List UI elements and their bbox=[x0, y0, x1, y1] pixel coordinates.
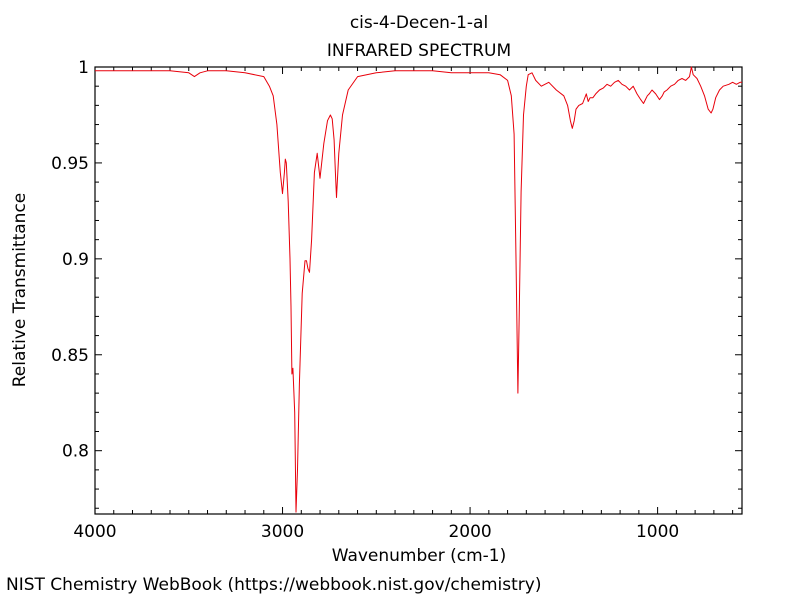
x-tick-label: 4000 bbox=[73, 522, 116, 542]
y-tick-labels: 1 0.95 0.9 0.85 0.8 bbox=[51, 58, 89, 462]
source-credit: NIST Chemistry WebBook (https://webbook.… bbox=[6, 575, 542, 595]
chart-title: cis-4-Decen-1-al bbox=[350, 13, 488, 33]
major-ticks bbox=[94, 66, 742, 514]
chart-subtitle: INFRARED SPECTRUM bbox=[327, 41, 511, 61]
minor-ticks bbox=[95, 67, 742, 514]
y-axis-label: Relative Transmittance bbox=[10, 193, 30, 388]
y-tick-label: 0.85 bbox=[51, 346, 89, 366]
x-tick-label: 1000 bbox=[636, 522, 679, 542]
plot-area: 1 0.95 0.9 0.85 0.8 4000 3000 2000 1000 bbox=[51, 58, 743, 542]
x-tick-labels: 4000 3000 2000 1000 bbox=[73, 522, 679, 542]
y-tick-label: 1 bbox=[78, 58, 89, 78]
y-tick-label: 0.9 bbox=[62, 250, 89, 270]
plot-frame bbox=[94, 66, 743, 515]
x-tick-label: 3000 bbox=[261, 522, 304, 542]
spectrum-series-line bbox=[95, 66, 742, 513]
y-tick-label: 0.8 bbox=[62, 442, 89, 462]
x-tick-label: 2000 bbox=[448, 522, 491, 542]
y-tick-label: 0.95 bbox=[51, 154, 89, 174]
x-axis-label: Wavenumber (cm-1) bbox=[332, 546, 507, 566]
